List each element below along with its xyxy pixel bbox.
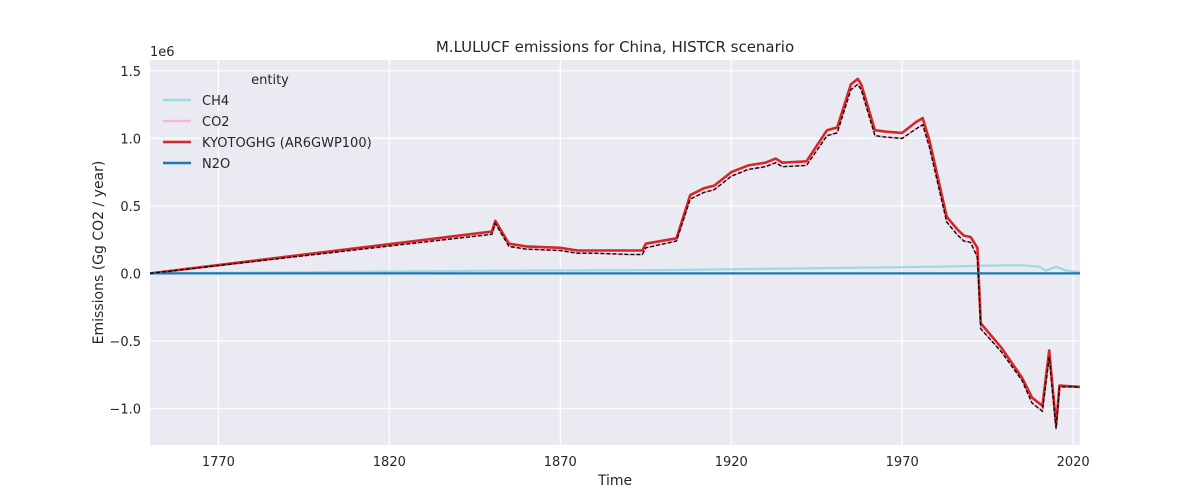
y-axis-label: Emissions (Gg CO2 / year) <box>91 161 107 345</box>
series-layer <box>149 77 1081 430</box>
y-tick-label: −1.0 <box>109 403 141 418</box>
x-tick-label: 1770 <box>202 455 235 470</box>
y-tick-label: −0.5 <box>109 335 141 350</box>
x-tick-label: 2020 <box>1057 455 1090 470</box>
x-tick-label: 1970 <box>886 455 919 470</box>
legend: entity CH4 CO2 KYOTOGHG (AR6GWP100) N2O <box>163 73 372 172</box>
legend-label-co2: CO2 <box>202 115 230 130</box>
y-tick-label: 0.5 <box>120 200 141 215</box>
tick-labels: 1770 1820 1870 1920 1970 2020 −1.0 −0.5 0.0 0.5 1.… <box>109 65 1089 470</box>
dashed-reference-line <box>149 83 1080 429</box>
x-axis-label: Time <box>597 473 632 489</box>
legend-label-kyotoghg-ar6gwp100: KYOTOGHG (AR6GWP100) <box>202 136 372 151</box>
y-tick-label: 1.5 <box>120 65 141 80</box>
plot-area <box>150 60 1080 445</box>
x-tick-label: 1870 <box>544 455 577 470</box>
x-tick-label: 1820 <box>373 455 406 470</box>
y-tick-label: 1.0 <box>120 132 141 147</box>
x-tick-label: 1920 <box>715 455 748 470</box>
y-tick-label: 0.0 <box>120 267 141 282</box>
legend-title: entity <box>251 73 289 88</box>
series-line-kyotoghg-ar6gwp100 <box>149 77 1081 427</box>
chart-title: M.LULUCF emissions for China, HISTCR sce… <box>436 38 794 56</box>
y-axis-multiplier: 1e6 <box>150 45 175 60</box>
series-line-ch4 <box>149 264 1081 275</box>
legend-label-ch4: CH4 <box>202 94 229 109</box>
legend-label-n2o: N2O <box>202 157 230 172</box>
